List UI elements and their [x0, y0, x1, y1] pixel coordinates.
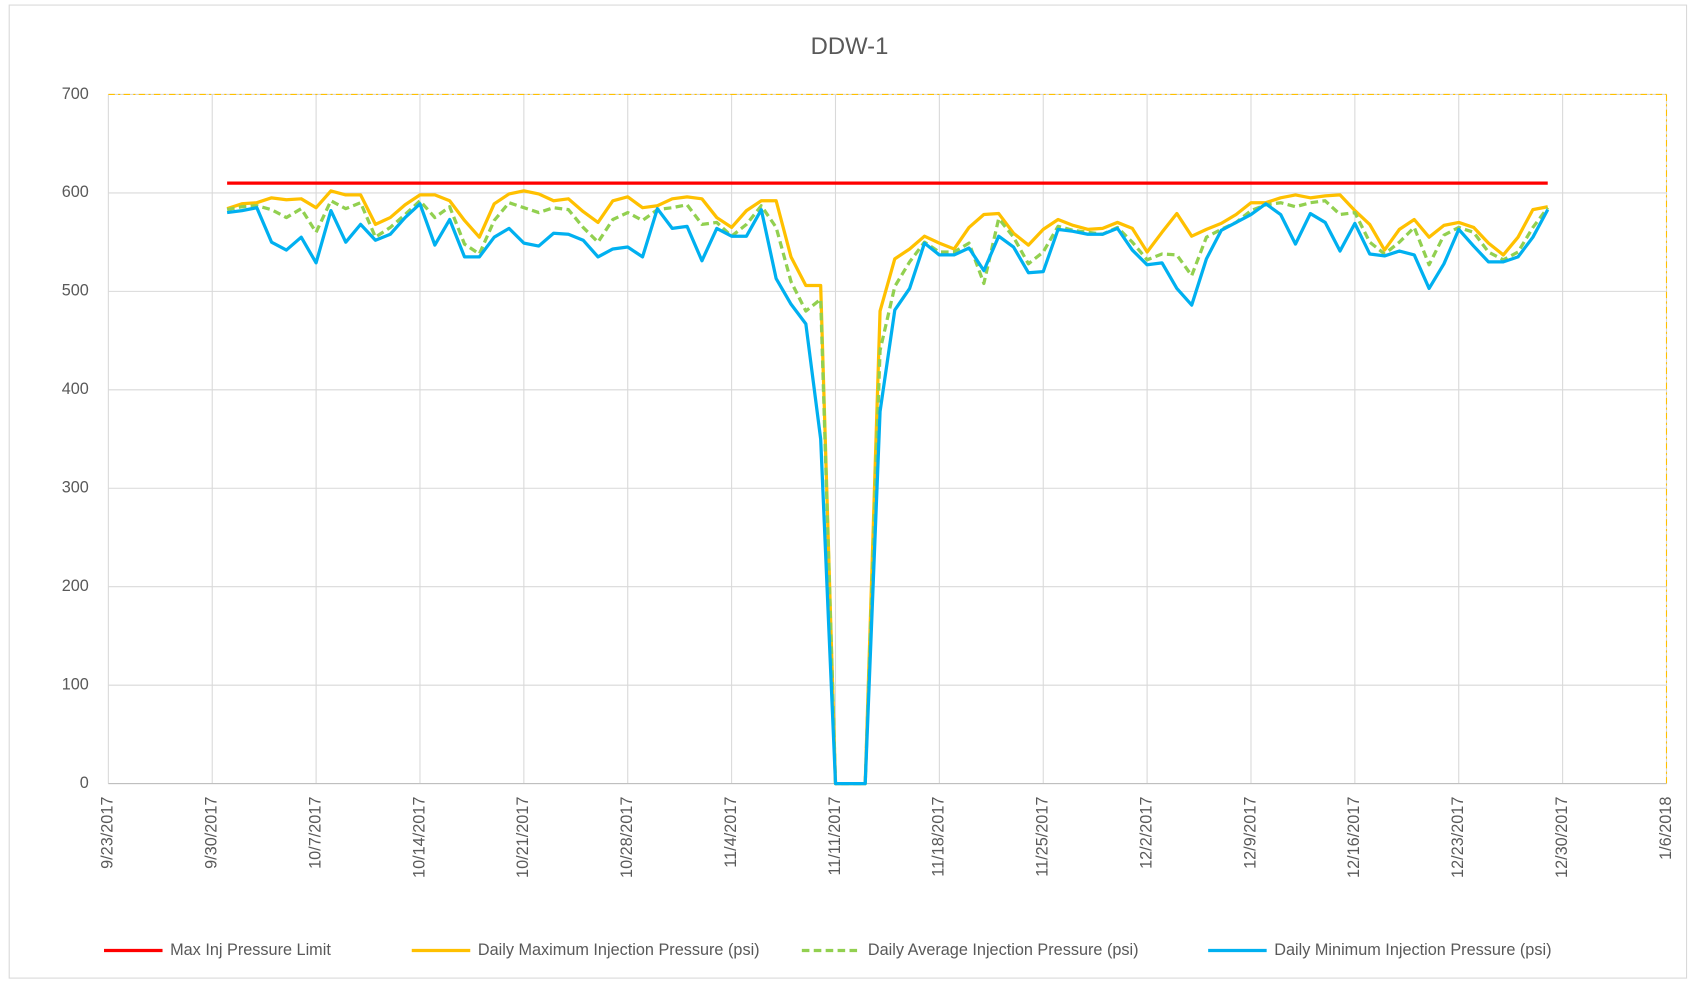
series-line [226, 202, 1550, 786]
y-tick-label: 300 [62, 479, 89, 497]
x-tick-label: 10/28/2017 [618, 797, 636, 878]
x-tick-label: 9/23/2017 [99, 797, 117, 869]
x-tick-label: 11/11/2017 [826, 797, 844, 876]
y-tick-label: 100 [62, 675, 89, 693]
y-tick-label: 600 [62, 183, 89, 201]
legend-label: Daily Minimum Injection Pressure (psi) [1274, 941, 1551, 959]
x-tick-label: 12/23/2017 [1449, 797, 1467, 878]
y-tick-label: 400 [62, 380, 89, 398]
series-line [226, 189, 1549, 786]
x-tick-label: 12/16/2017 [1345, 797, 1363, 878]
x-tick-label: 10/7/2017 [306, 797, 324, 869]
x-tick-label: 12/9/2017 [1241, 797, 1259, 869]
x-tick-label: 9/30/2017 [203, 797, 221, 869]
x-tick-label: 11/4/2017 [722, 797, 740, 868]
y-tick-label: 200 [62, 577, 89, 595]
y-tick-label: 0 [80, 774, 89, 792]
legend-label: Daily Average Injection Pressure (psi) [868, 941, 1139, 959]
legend-label: Daily Maximum Injection Pressure (psi) [478, 941, 760, 959]
x-tick-label: 1/6/2018 [1657, 797, 1675, 860]
x-tick-label: 11/18/2017 [930, 797, 948, 877]
legend-label: Max Inj Pressure Limit [170, 941, 331, 959]
x-tick-label: 10/14/2017 [410, 797, 428, 878]
series-line [226, 199, 1550, 786]
x-tick-label: 10/21/2017 [514, 797, 532, 878]
x-tick-label: 12/2/2017 [1137, 797, 1155, 869]
chart-title: DDW-1 [811, 33, 889, 60]
chart-border [8, 4, 1688, 979]
y-tick-label: 500 [62, 282, 89, 300]
x-tick-label: 12/30/2017 [1553, 797, 1571, 878]
y-tick-label: 700 [62, 85, 89, 103]
x-tick-label: 11/25/2017 [1034, 797, 1052, 877]
